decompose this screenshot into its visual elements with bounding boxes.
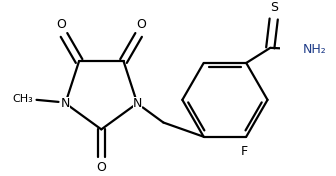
Text: NH₂: NH₂: [303, 43, 327, 56]
Text: O: O: [136, 18, 146, 31]
Text: O: O: [96, 161, 106, 174]
Text: N: N: [61, 97, 70, 110]
Text: F: F: [241, 145, 248, 158]
Text: O: O: [56, 18, 66, 31]
Text: N: N: [133, 97, 142, 110]
Text: CH₃: CH₃: [12, 94, 33, 104]
Text: S: S: [270, 1, 278, 14]
